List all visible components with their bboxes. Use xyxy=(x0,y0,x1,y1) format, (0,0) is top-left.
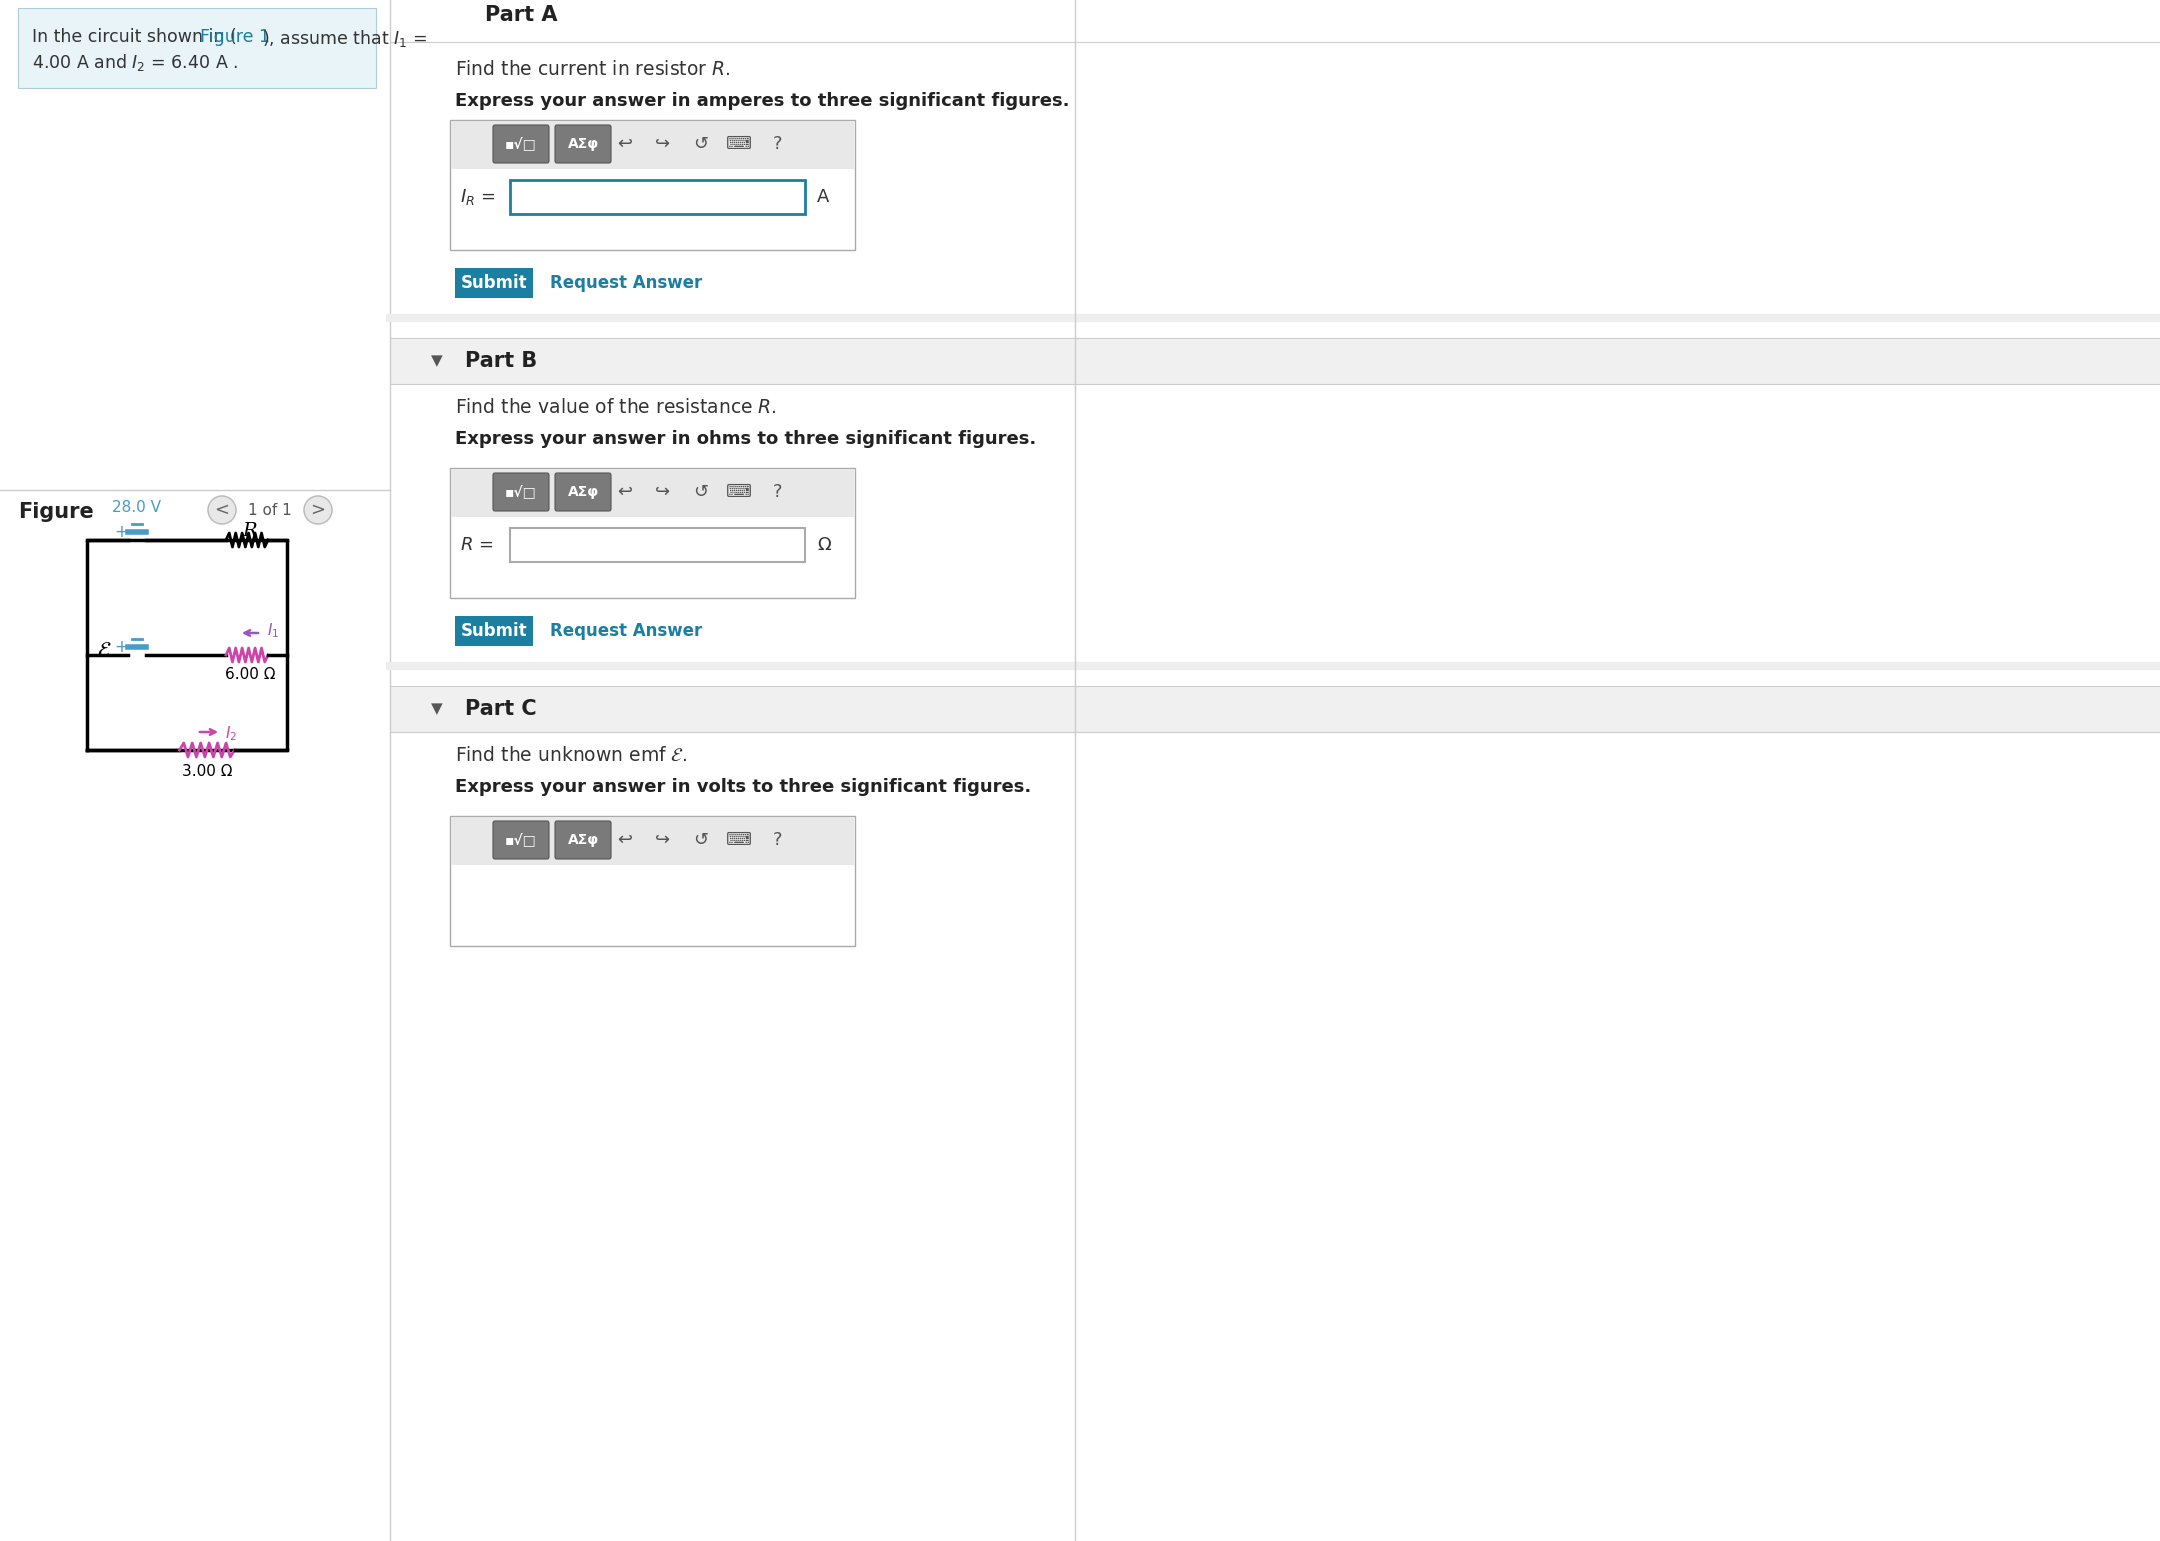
Text: Find the unknown emf $\mathcal{E}$.: Find the unknown emf $\mathcal{E}$. xyxy=(456,746,687,764)
Text: 3.00 Ω: 3.00 Ω xyxy=(181,764,233,780)
Text: Part C: Part C xyxy=(464,700,536,720)
Text: ↩: ↩ xyxy=(618,831,633,849)
Bar xyxy=(17,8,376,88)
Text: Express your answer in volts to three significant figures.: Express your answer in volts to three si… xyxy=(456,778,1030,797)
FancyBboxPatch shape xyxy=(555,125,611,163)
Text: Figure 1: Figure 1 xyxy=(201,28,270,46)
Text: $I_R$ =: $I_R$ = xyxy=(460,186,495,206)
Text: 4.00 A and $I_2$ = 6.40 A .: 4.00 A and $I_2$ = 6.40 A . xyxy=(32,52,238,72)
Text: 6.00 Ω: 6.00 Ω xyxy=(225,667,274,683)
FancyBboxPatch shape xyxy=(555,473,611,512)
FancyBboxPatch shape xyxy=(555,821,611,858)
Bar xyxy=(449,468,855,598)
Text: ↪: ↪ xyxy=(654,831,670,849)
Text: ↺: ↺ xyxy=(693,136,708,153)
Text: >: > xyxy=(311,501,326,519)
Text: ↪: ↪ xyxy=(654,482,670,501)
Bar xyxy=(449,120,855,250)
Text: AΣφ: AΣφ xyxy=(568,834,598,848)
Text: Figure: Figure xyxy=(17,502,93,522)
Text: R: R xyxy=(242,522,257,539)
Text: Express your answer in amperes to three significant figures.: Express your answer in amperes to three … xyxy=(456,92,1069,109)
Text: Find the current in resistor $R$.: Find the current in resistor $R$. xyxy=(456,60,730,79)
Text: $I_2$: $I_2$ xyxy=(225,724,238,743)
Text: In the circuit shown in (: In the circuit shown in ( xyxy=(32,28,238,46)
Bar xyxy=(391,0,2160,9)
Text: Part A: Part A xyxy=(486,5,557,25)
Text: Submit: Submit xyxy=(460,274,527,291)
Text: ⌨: ⌨ xyxy=(726,482,752,501)
Bar xyxy=(391,686,2160,732)
Text: ↺: ↺ xyxy=(693,831,708,849)
Text: $I_1$: $I_1$ xyxy=(268,621,279,640)
Bar xyxy=(456,268,534,297)
Text: Request Answer: Request Answer xyxy=(551,274,702,291)
Text: ↪: ↪ xyxy=(654,136,670,153)
Text: ), assume that $I_1$ =: ), assume that $I_1$ = xyxy=(261,28,428,49)
Text: $R$ =: $R$ = xyxy=(460,536,492,555)
Text: 28.0 V: 28.0 V xyxy=(112,499,162,515)
Bar xyxy=(510,180,806,214)
Circle shape xyxy=(207,496,235,524)
Text: ▪√□: ▪√□ xyxy=(505,485,538,499)
FancyBboxPatch shape xyxy=(492,125,549,163)
Text: ⌨: ⌨ xyxy=(726,136,752,153)
Text: Request Answer: Request Answer xyxy=(551,623,702,640)
Text: A: A xyxy=(816,188,829,206)
Text: AΣφ: AΣφ xyxy=(568,485,598,499)
Circle shape xyxy=(305,496,333,524)
Text: Find the value of the resistance $R$.: Find the value of the resistance $R$. xyxy=(456,398,778,418)
Text: ?: ? xyxy=(773,136,782,153)
Text: ▼: ▼ xyxy=(432,701,443,717)
Text: ▪√□: ▪√□ xyxy=(505,834,538,848)
Text: ▼: ▼ xyxy=(432,353,443,368)
Text: $\mathcal{E}$: $\mathcal{E}$ xyxy=(97,640,112,660)
Text: ↩: ↩ xyxy=(618,136,633,153)
Text: 1 of 1: 1 of 1 xyxy=(248,502,292,518)
Bar xyxy=(449,817,855,946)
Bar xyxy=(451,817,853,865)
FancyBboxPatch shape xyxy=(492,821,549,858)
Bar xyxy=(451,122,853,170)
Text: AΣφ: AΣφ xyxy=(568,137,598,151)
Text: Ω: Ω xyxy=(816,536,832,555)
Bar xyxy=(456,616,534,646)
Text: ?: ? xyxy=(773,831,782,849)
Text: +: + xyxy=(114,638,127,656)
Bar xyxy=(510,529,806,562)
Text: +: + xyxy=(114,522,127,541)
Text: ▪√□: ▪√□ xyxy=(505,137,538,151)
FancyBboxPatch shape xyxy=(492,473,549,512)
Bar xyxy=(391,337,2160,384)
Text: ↺: ↺ xyxy=(693,482,708,501)
Bar xyxy=(1080,0,2160,1541)
Text: ⌨: ⌨ xyxy=(726,831,752,849)
Text: ?: ? xyxy=(773,482,782,501)
Text: Express your answer in ohms to three significant figures.: Express your answer in ohms to three sig… xyxy=(456,430,1037,448)
Text: Submit: Submit xyxy=(460,623,527,640)
Text: ↩: ↩ xyxy=(618,482,633,501)
Text: Part B: Part B xyxy=(464,351,538,371)
Text: <: < xyxy=(214,501,229,519)
Bar xyxy=(451,468,853,516)
